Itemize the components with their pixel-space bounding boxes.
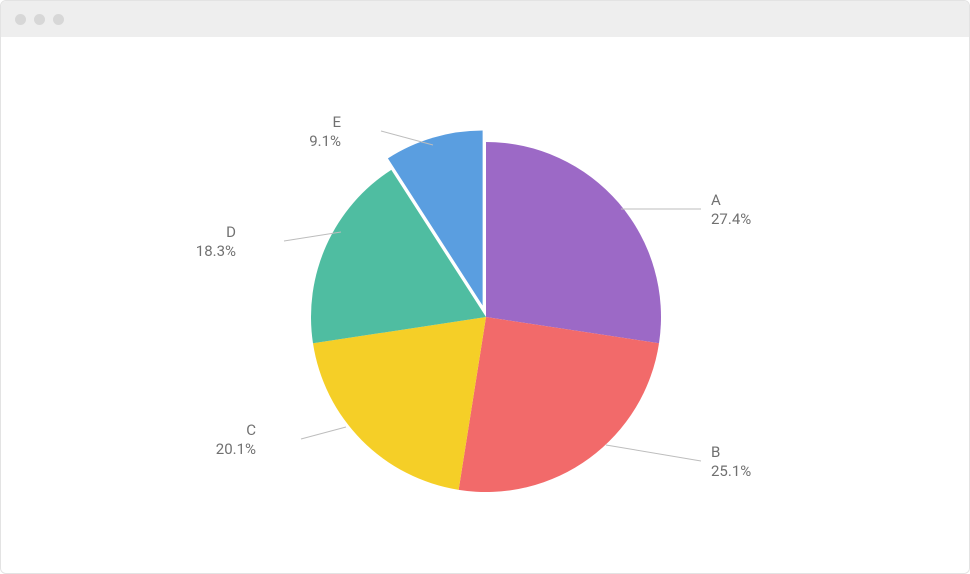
- pie-slice-C: [313, 317, 486, 490]
- slice-label-name-D: D: [226, 223, 236, 241]
- slice-label-percent-A: 27.4%: [711, 210, 751, 228]
- slice-label-D: D18.3%: [196, 223, 236, 260]
- slice-label-name-B: B: [711, 443, 720, 461]
- browser-window: A27.4% B25.1% C20.1% D18.3% E9.1%: [0, 0, 970, 574]
- title-bar: [1, 1, 969, 37]
- slice-label-percent-E: 9.1%: [309, 132, 341, 150]
- leader-line-C: [301, 427, 346, 439]
- leader-line-B: [606, 445, 701, 461]
- traffic-light-dot: [15, 14, 26, 25]
- slice-label-E: E9.1%: [309, 113, 341, 150]
- pie-slice-A: [486, 142, 661, 343]
- slice-label-percent-B: 25.1%: [711, 462, 751, 480]
- pie-chart: A27.4% B25.1% C20.1% D18.3% E9.1%: [1, 37, 969, 573]
- slice-label-name-E: E: [332, 113, 341, 131]
- slice-label-percent-C: 20.1%: [216, 440, 256, 458]
- slice-label-C: C20.1%: [216, 421, 256, 458]
- slice-label-percent-D: 18.3%: [196, 242, 236, 260]
- traffic-light-dot: [53, 14, 64, 25]
- leader-line-E: [381, 131, 433, 145]
- content-area: A27.4% B25.1% C20.1% D18.3% E9.1%: [1, 37, 969, 573]
- slice-label-name-A: A: [711, 191, 721, 209]
- slice-label-A: A27.4%: [711, 191, 751, 228]
- slice-label-B: B25.1%: [711, 443, 751, 480]
- pie-slice-B: [459, 317, 659, 492]
- traffic-light-dot: [34, 14, 45, 25]
- slice-label-name-C: C: [246, 421, 256, 439]
